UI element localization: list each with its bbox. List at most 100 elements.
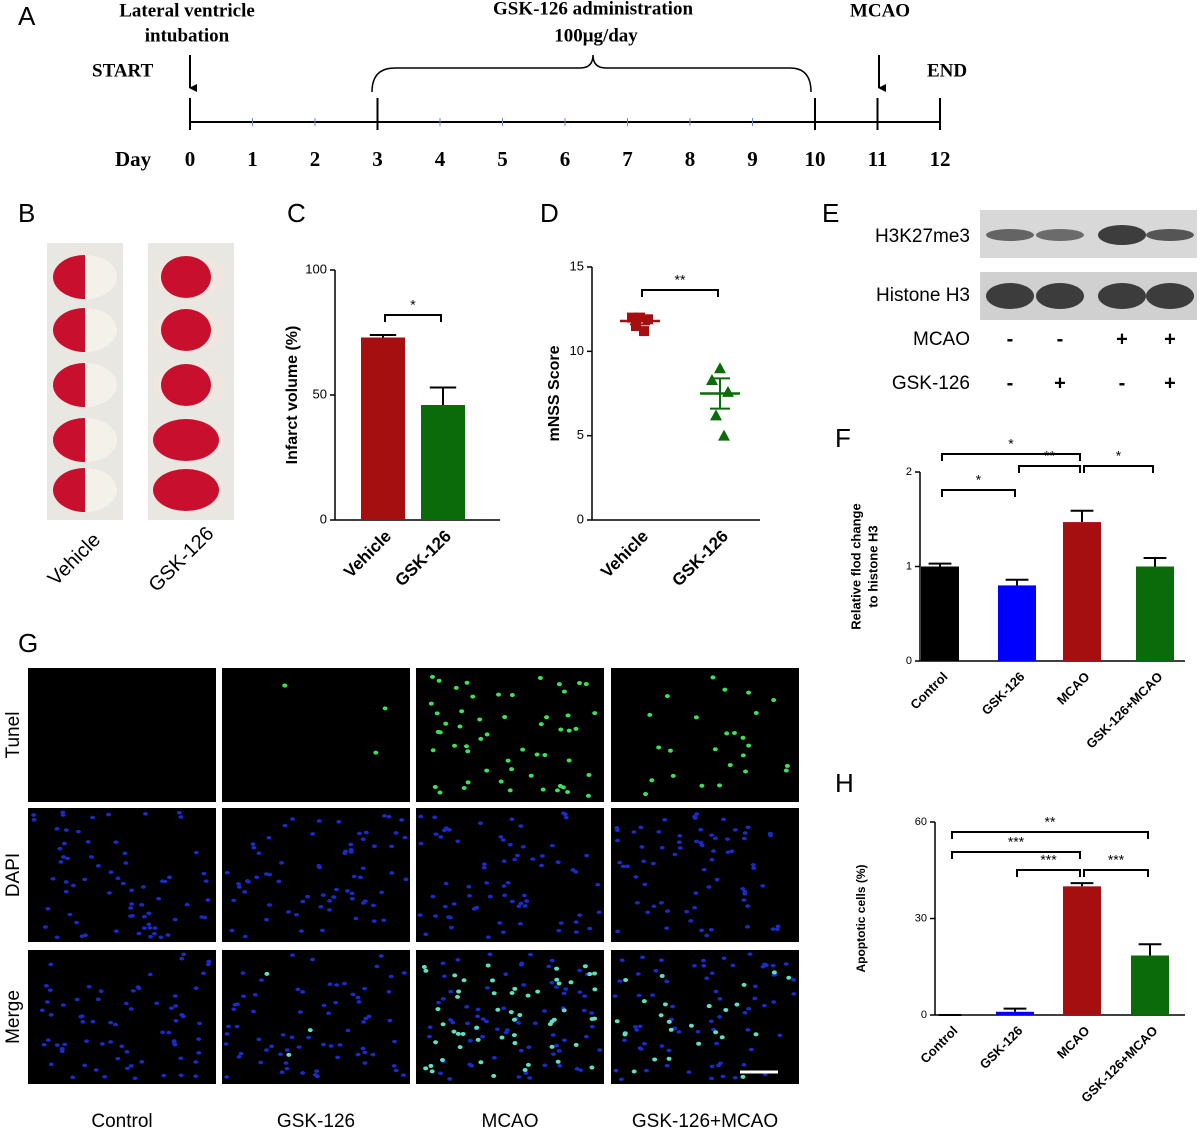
- dapi-nucleus: [714, 1041, 720, 1046]
- dapi-nucleus: [232, 1002, 238, 1007]
- tunel-cell: [478, 736, 484, 741]
- dapi-nucleus: [636, 993, 642, 998]
- dapi-nucleus: [750, 863, 756, 867]
- brain-infarct-spared: [53, 418, 85, 462]
- dapi-nucleus: [333, 887, 339, 892]
- dapi-nucleus: [518, 962, 524, 967]
- dapi-nucleus: [480, 1017, 486, 1021]
- dapi-nucleus: [563, 987, 569, 991]
- tunel-cell: [573, 726, 579, 731]
- tunel-cell: [505, 758, 511, 763]
- tunel-cell: [771, 970, 777, 975]
- significance-label: **: [1045, 814, 1056, 830]
- dapi-nucleus: [58, 860, 64, 864]
- dapi-nucleus: [641, 1041, 647, 1046]
- dapi-nucleus: [518, 1048, 524, 1053]
- dapi-nucleus: [379, 890, 385, 895]
- dapi-nucleus: [539, 854, 545, 858]
- dapi-nucleus: [505, 880, 511, 885]
- dapi-nucleus: [746, 1006, 752, 1011]
- dapi-nucleus: [349, 891, 355, 896]
- dapi-nucleus: [360, 837, 366, 842]
- dapi-nucleus: [41, 1042, 47, 1047]
- dapi-nucleus: [570, 868, 576, 872]
- dapi-nucleus: [54, 826, 60, 831]
- tunel-cell: [461, 786, 467, 791]
- dapi-nucleus: [528, 952, 534, 957]
- dapi-nucleus: [89, 855, 95, 859]
- timeline-label: 100μg/day: [554, 25, 638, 46]
- dapi-nucleus: [320, 893, 326, 897]
- condition-sign: +: [1054, 372, 1066, 394]
- dapi-nucleus: [193, 850, 199, 855]
- brain-slice-red: [153, 469, 219, 511]
- tunel-cell: [434, 711, 440, 716]
- dapi-nucleus: [343, 849, 349, 854]
- dapi-nucleus: [223, 1042, 229, 1046]
- dapi-nucleus: [236, 885, 242, 889]
- micrograph: [611, 668, 799, 802]
- dapi-nucleus: [577, 913, 583, 917]
- tunel-cell: [652, 1057, 658, 1062]
- data-point: [718, 429, 730, 441]
- dapi-nucleus: [635, 972, 641, 976]
- dapi-nucleus: [741, 836, 747, 841]
- tunel-cell: [662, 1002, 668, 1007]
- dapi-nucleus: [63, 880, 69, 884]
- timeline-label: START: [92, 60, 154, 81]
- panel-label: E: [822, 198, 839, 228]
- dapi-nucleus: [250, 1009, 256, 1014]
- tunel-cell: [623, 977, 629, 982]
- tunel-cell: [423, 1066, 429, 1071]
- dapi-nucleus: [389, 871, 395, 875]
- dapi-nucleus: [310, 832, 316, 836]
- dapi-nucleus: [677, 846, 683, 850]
- dapi-nucleus: [392, 1039, 398, 1044]
- dapi-nucleus: [136, 931, 142, 936]
- tunel-cell: [614, 1019, 620, 1024]
- dapi-nucleus: [370, 903, 376, 908]
- condition-label: GSK-126: [892, 373, 970, 394]
- brain-slice-red: [161, 256, 211, 298]
- dapi-nucleus: [132, 1076, 138, 1081]
- dapi-nucleus: [712, 836, 718, 841]
- dapi-nucleus: [699, 928, 705, 933]
- tunel-cell: [512, 986, 518, 991]
- dapi-nucleus: [344, 889, 350, 893]
- dapi-nucleus: [521, 893, 527, 898]
- dapi-nucleus: [562, 812, 568, 817]
- dapi-nucleus: [498, 835, 504, 839]
- dapi-nucleus: [151, 931, 157, 936]
- dapi-nucleus: [438, 1071, 444, 1076]
- dapi-nucleus: [172, 917, 178, 922]
- y-tick-label: 1: [906, 560, 912, 572]
- tunel-cell: [573, 1042, 579, 1047]
- tunel-cell: [699, 783, 705, 788]
- y-tick-label: 0: [921, 1009, 927, 1021]
- dapi-nucleus: [362, 1061, 368, 1065]
- tunel-cell: [656, 745, 662, 750]
- condition-sign: -: [1119, 372, 1126, 394]
- bar: [1136, 566, 1174, 661]
- dapi-nucleus: [173, 1018, 179, 1023]
- micrograph: [28, 950, 216, 1084]
- dapi-nucleus: [725, 837, 731, 841]
- significance-bracket: [641, 289, 719, 297]
- dapi-nucleus: [172, 1042, 178, 1047]
- tunel-cell: [463, 744, 469, 749]
- data-point: [631, 321, 641, 332]
- dapi-nucleus: [618, 1077, 624, 1082]
- tunel-cell: [282, 683, 288, 688]
- dapi-nucleus: [318, 905, 324, 909]
- bar: [998, 585, 1036, 661]
- dapi-nucleus: [708, 1019, 714, 1024]
- dapi-nucleus: [279, 1070, 285, 1075]
- tunel-cell: [522, 1067, 528, 1072]
- dapi-nucleus: [48, 962, 54, 967]
- dapi-nucleus: [201, 971, 207, 976]
- tunel-cell: [658, 1013, 664, 1018]
- dapi-nucleus: [577, 990, 583, 994]
- tunel-cell: [443, 721, 449, 726]
- tunel-cell: [566, 728, 572, 733]
- treatment-bracket: [371, 54, 812, 93]
